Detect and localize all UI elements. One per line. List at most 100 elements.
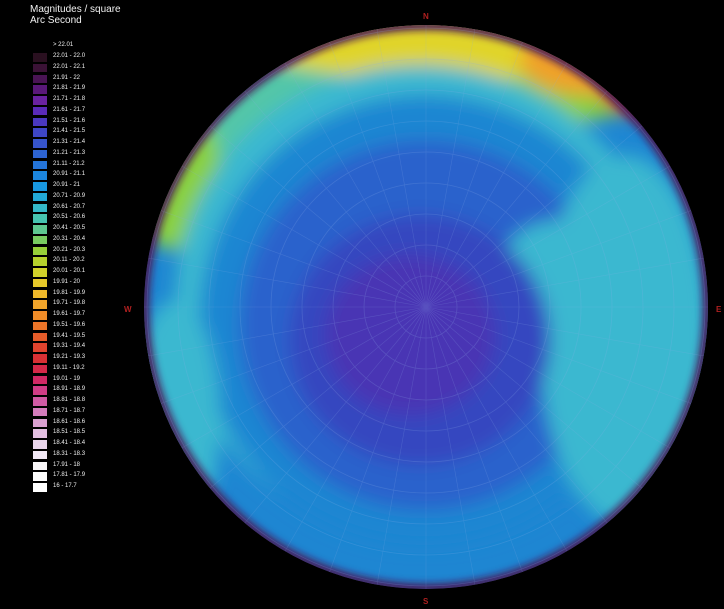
legend-label: 22.01 - 22.0 (53, 53, 86, 59)
legend-label: 19.51 - 19.6 (53, 321, 86, 328)
azimuth-line (148, 257, 427, 308)
altitude-circle (363, 244, 489, 370)
legend-swatch (33, 117, 47, 126)
legend-row: 19.31 - 19.4 (33, 342, 123, 353)
legend-swatch (33, 472, 47, 481)
legend-row: 18.91 - 18.9 (33, 385, 123, 396)
legend-swatch (33, 192, 47, 202)
legend-swatch (33, 300, 47, 309)
azimuth-line (425, 306, 643, 489)
azimuth-line (425, 62, 568, 308)
azimuth-line (209, 125, 427, 308)
legend-swatch (33, 149, 47, 159)
legend-row: 19.41 - 19.5 (33, 332, 123, 343)
legend-label: 18.71 - 18.7 (53, 407, 86, 414)
legend-row: 20.31 - 20.4 (33, 235, 123, 246)
legend-swatch (33, 235, 47, 245)
azimuth-line (425, 306, 568, 552)
legend-row: 20.91 - 21 (33, 181, 123, 192)
legend-row: 20.71 - 20.9 (33, 192, 123, 203)
legend-label: 20.61 - 20.7 (53, 203, 86, 210)
legend-swatch (33, 257, 47, 266)
legend-swatch (33, 429, 47, 438)
azimuth-line (284, 62, 427, 308)
legend-title-line-1: Magnitudes / square (30, 4, 121, 15)
legend-label: 21.41 - 21.5 (53, 128, 86, 135)
legend-swatch (33, 407, 47, 417)
legend-row: 19.91 - 20 (33, 278, 123, 289)
altitude-circle (394, 275, 458, 339)
legend-row: 21.51 - 21.6 (33, 117, 123, 128)
legend-swatch (33, 461, 47, 470)
legend-swatch (33, 53, 47, 62)
legend-label: 21.11 - 21.2 (53, 160, 85, 167)
legend-label: 20.91 - 21 (53, 182, 81, 188)
azimuth-line (425, 29, 476, 308)
legend-label: 16 - 17.7 (53, 483, 77, 489)
legend-swatch (33, 106, 47, 116)
legend-label: 19.71 - 19.8 (53, 300, 86, 307)
legend-label: 17.81 - 17.9 (53, 472, 86, 479)
legend-row: 21.11 - 21.2 (33, 160, 123, 171)
legend-label: 22.01 - 22.1 (53, 63, 86, 70)
legend-swatch (33, 96, 47, 105)
legend-row: 16 - 17.7 (33, 482, 123, 493)
altitude-circle (332, 213, 520, 401)
legend-row: 18.61 - 18.6 (33, 418, 123, 429)
zone-cyan-east (540, 155, 708, 525)
zone-orange-ne (520, 25, 660, 95)
legend-label: 18.81 - 18.8 (53, 397, 86, 403)
azimuth-line (376, 29, 427, 308)
legend-title: Magnitudes / square Arc Second (30, 4, 130, 26)
legend-label: > 22.01 (53, 42, 74, 48)
azimuth-line (425, 125, 643, 308)
legend-row: 18.71 - 18.7 (33, 407, 123, 418)
legend-row: 18.31 - 18.3 (33, 450, 123, 461)
azimuth-line (181, 306, 427, 449)
azimuth-line (425, 210, 692, 308)
legend-row: 20.41 - 20.5 (33, 224, 123, 235)
legend-row: 21.61 - 21.7 (33, 106, 123, 117)
azimuth-line (376, 306, 427, 585)
legend-label: 21.91 - 22 (53, 74, 81, 81)
legend-label: 17.91 - 18 (53, 461, 81, 468)
legend-row: 19.81 - 19.9 (33, 289, 123, 300)
legend-swatch (33, 321, 47, 331)
azimuth-line (329, 306, 427, 573)
legend-label: 19.41 - 19.5 (53, 332, 86, 339)
legend-swatch (33, 397, 47, 406)
legend-swatch (33, 343, 47, 352)
azimuth-line (148, 306, 427, 357)
legend-label: 20.31 - 20.4 (53, 235, 86, 242)
legend-label: 20.71 - 20.9 (53, 192, 86, 199)
azimuth-line (181, 165, 427, 308)
legend-swatch (33, 63, 47, 73)
sky-disc (144, 25, 708, 589)
altitude-circle (208, 89, 644, 525)
brightness-zones (144, 25, 708, 545)
altitude-circle (177, 58, 675, 556)
legend-swatch (33, 289, 47, 298)
legend-row: 19.21 - 19.3 (33, 353, 123, 364)
legend-label: 19.91 - 20 (53, 278, 81, 285)
legend-row: 18.41 - 18.4 (33, 439, 123, 450)
compass-north-marker: N (423, 12, 429, 21)
legend-label: 19.81 - 19.9 (53, 289, 86, 296)
legend-label: 18.51 - 18.5 (53, 429, 86, 436)
legend-swatch (33, 171, 47, 180)
compass-east-marker: E (716, 305, 722, 314)
legend-row: 20.61 - 20.7 (33, 203, 123, 214)
legend-label: 20.11 - 20.2 (53, 257, 85, 264)
azimuth-line (284, 306, 427, 552)
legend-swatch (33, 182, 47, 191)
legend-swatch (33, 354, 47, 363)
legend-row: 21.81 - 21.9 (33, 84, 123, 95)
legend-row: 20.91 - 21.1 (33, 170, 123, 181)
azimuth-line (425, 90, 608, 308)
legend-label: 20.41 - 20.5 (53, 225, 86, 231)
legend-row: 20.01 - 20.1 (33, 267, 123, 278)
azimuth-line (329, 41, 427, 308)
azimuth-line (425, 41, 523, 308)
legend-swatch (33, 375, 47, 384)
